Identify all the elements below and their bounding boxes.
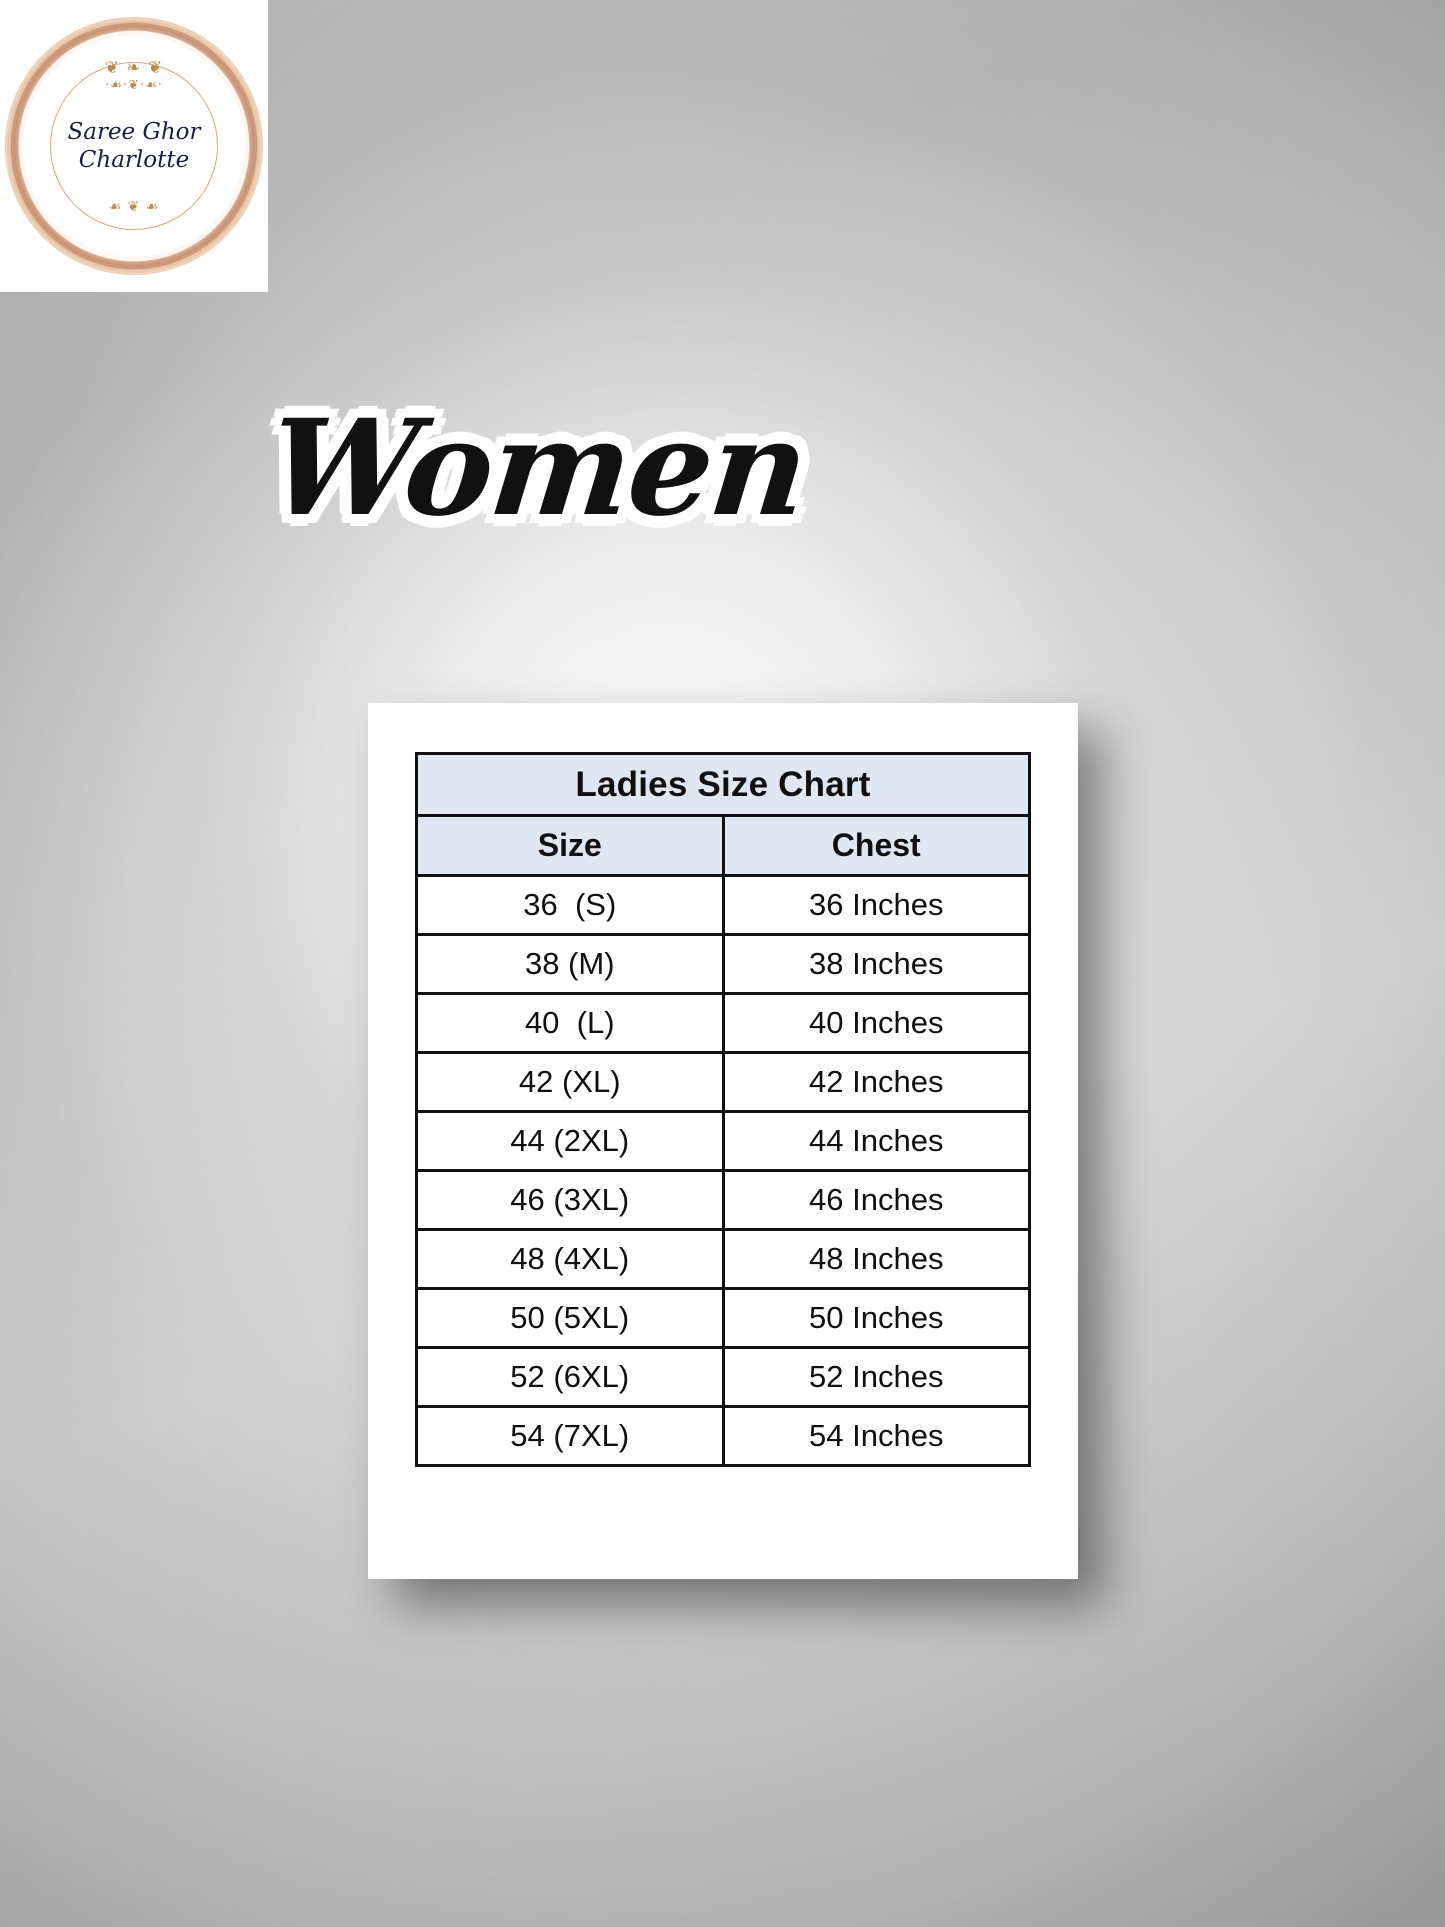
brand-logo: ❦ ❧ ❦ ·☙·❦·☙· ☙ ❦ ☙ Saree Ghor Charlotte xyxy=(0,0,268,292)
cell-chest: 36 Inches xyxy=(721,874,1031,936)
cell-size: 54 (7XL) xyxy=(415,1405,725,1467)
table-row: 52 (6XL) 52 Inches xyxy=(415,1346,1031,1408)
logo-wordmark-line-1: Saree Ghor xyxy=(67,118,201,145)
cell-chest: 48 Inches xyxy=(721,1228,1031,1290)
cell-chest: 38 Inches xyxy=(721,933,1031,995)
cell-chest: 52 Inches xyxy=(721,1346,1031,1408)
table-row: 46 (3XL) 46 Inches xyxy=(415,1169,1031,1231)
cell-chest: 40 Inches xyxy=(721,992,1031,1054)
logo-wordmark: Saree Ghor Charlotte xyxy=(34,118,234,174)
table-title-row: Ladies Size Chart xyxy=(415,752,1031,817)
cell-size: 40 (L) xyxy=(415,992,725,1054)
cell-chest: 44 Inches xyxy=(721,1110,1031,1172)
cell-size: 50 (5XL) xyxy=(415,1287,725,1349)
table-header-row: Size Chest xyxy=(415,814,1031,877)
table-row: 40 (L) 40 Inches xyxy=(415,992,1031,1054)
table-row: 54 (7XL) 54 Inches xyxy=(415,1405,1031,1467)
table-row: 38 (M) 38 Inches xyxy=(415,933,1031,995)
cell-chest: 42 Inches xyxy=(721,1051,1031,1113)
cell-size: 48 (4XL) xyxy=(415,1228,725,1290)
table-row: 44 (2XL) 44 Inches xyxy=(415,1110,1031,1172)
table-row: 50 (5XL) 50 Inches xyxy=(415,1287,1031,1349)
size-chart-card: Ladies Size Chart Size Chest 36 (S) 36 I… xyxy=(368,703,1078,1579)
cell-chest: 54 Inches xyxy=(721,1405,1031,1467)
column-header-size: Size xyxy=(415,814,725,877)
cell-size: 52 (6XL) xyxy=(415,1346,725,1408)
table-title-cell: Ladies Size Chart xyxy=(415,752,1031,817)
cell-size: 38 (M) xyxy=(415,933,725,995)
cell-size: 36 (S) xyxy=(415,874,725,936)
size-chart-body: Ladies Size Chart Size Chest 36 (S) 36 I… xyxy=(415,752,1031,1467)
column-header-chest: Chest xyxy=(721,814,1031,877)
logo-outer-ring xyxy=(11,23,257,269)
table-row: 48 (4XL) 48 Inches xyxy=(415,1228,1031,1290)
cell-chest: 50 Inches xyxy=(721,1287,1031,1349)
cell-size: 46 (3XL) xyxy=(415,1169,725,1231)
cell-size: 42 (XL) xyxy=(415,1051,725,1113)
table-row: 42 (XL) 42 Inches xyxy=(415,1051,1031,1113)
logo-inner-ring xyxy=(50,62,218,230)
logo-wordmark-line-2: Charlotte xyxy=(78,147,190,173)
cell-chest: 46 Inches xyxy=(721,1169,1031,1231)
ladies-size-chart-table: Ladies Size Chart Size Chest 36 (S) 36 I… xyxy=(415,752,1031,1467)
table-row: 36 (S) 36 Inches xyxy=(415,874,1031,936)
cell-size: 44 (2XL) xyxy=(415,1110,725,1172)
